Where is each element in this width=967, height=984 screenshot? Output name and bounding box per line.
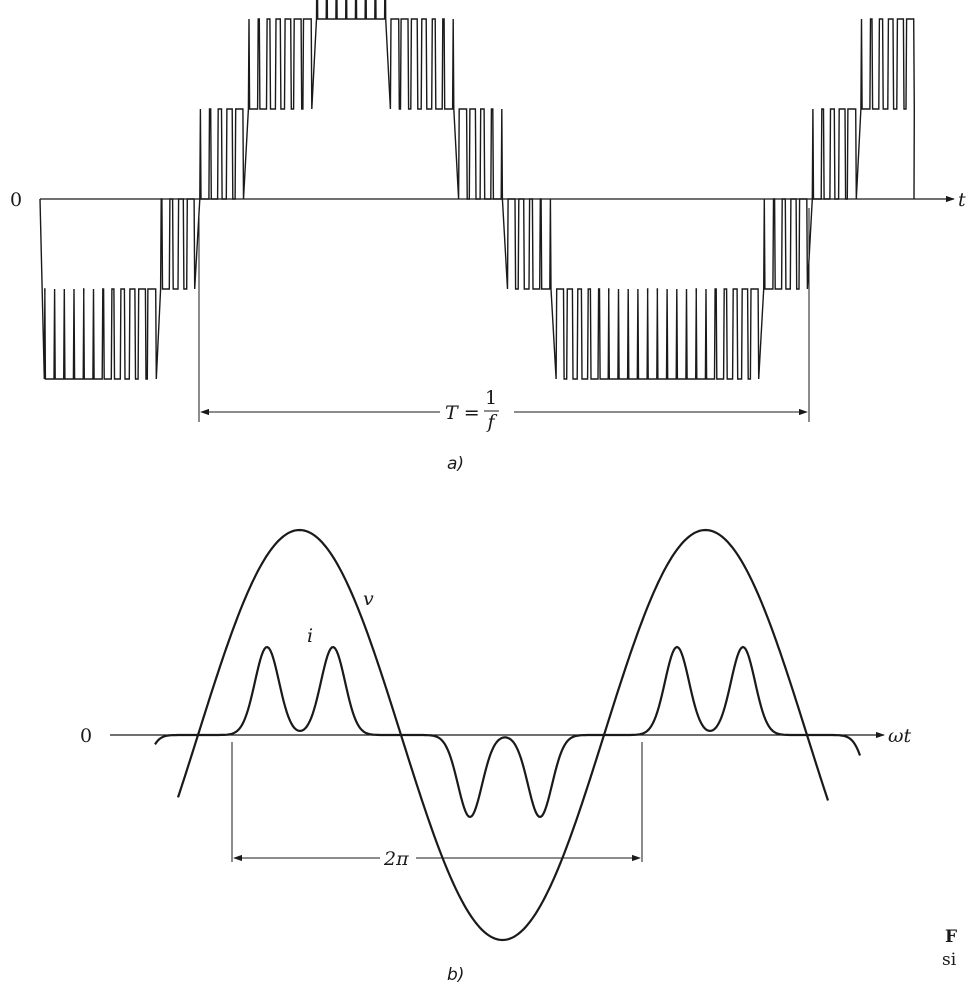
panel-a-axis-label: t <box>958 189 966 211</box>
period-label-lhs: T = <box>445 402 480 424</box>
panel-a-pwm-waveform <box>39 0 916 380</box>
panel-b-caption: b) <box>447 965 464 984</box>
margin-text-line2: si <box>942 950 957 970</box>
panel-b-voltage-waveform <box>176 528 830 942</box>
period-denominator: f <box>485 411 497 433</box>
panel-a-origin-label: 0 <box>10 189 22 211</box>
period-numerator: 1 <box>485 387 497 409</box>
panel-b-current-waveform <box>154 645 862 819</box>
panel-b-voltage-label: v <box>363 588 374 610</box>
panel-b-axis-label: ωt <box>888 725 911 747</box>
panel-a: 0 t T = 1 f a) <box>10 0 966 474</box>
panel-b-period-label: 2π <box>383 848 409 870</box>
panel-b: 0 ωt v i 2π b) <box>80 528 911 984</box>
panel-b-current-label: i <box>307 625 313 647</box>
panel-a-caption: a) <box>447 454 464 474</box>
panel-a-period-label: T = 1 f <box>445 387 499 433</box>
margin-text-line1: F <box>945 927 957 947</box>
panel-b-origin-label: 0 <box>80 725 92 747</box>
